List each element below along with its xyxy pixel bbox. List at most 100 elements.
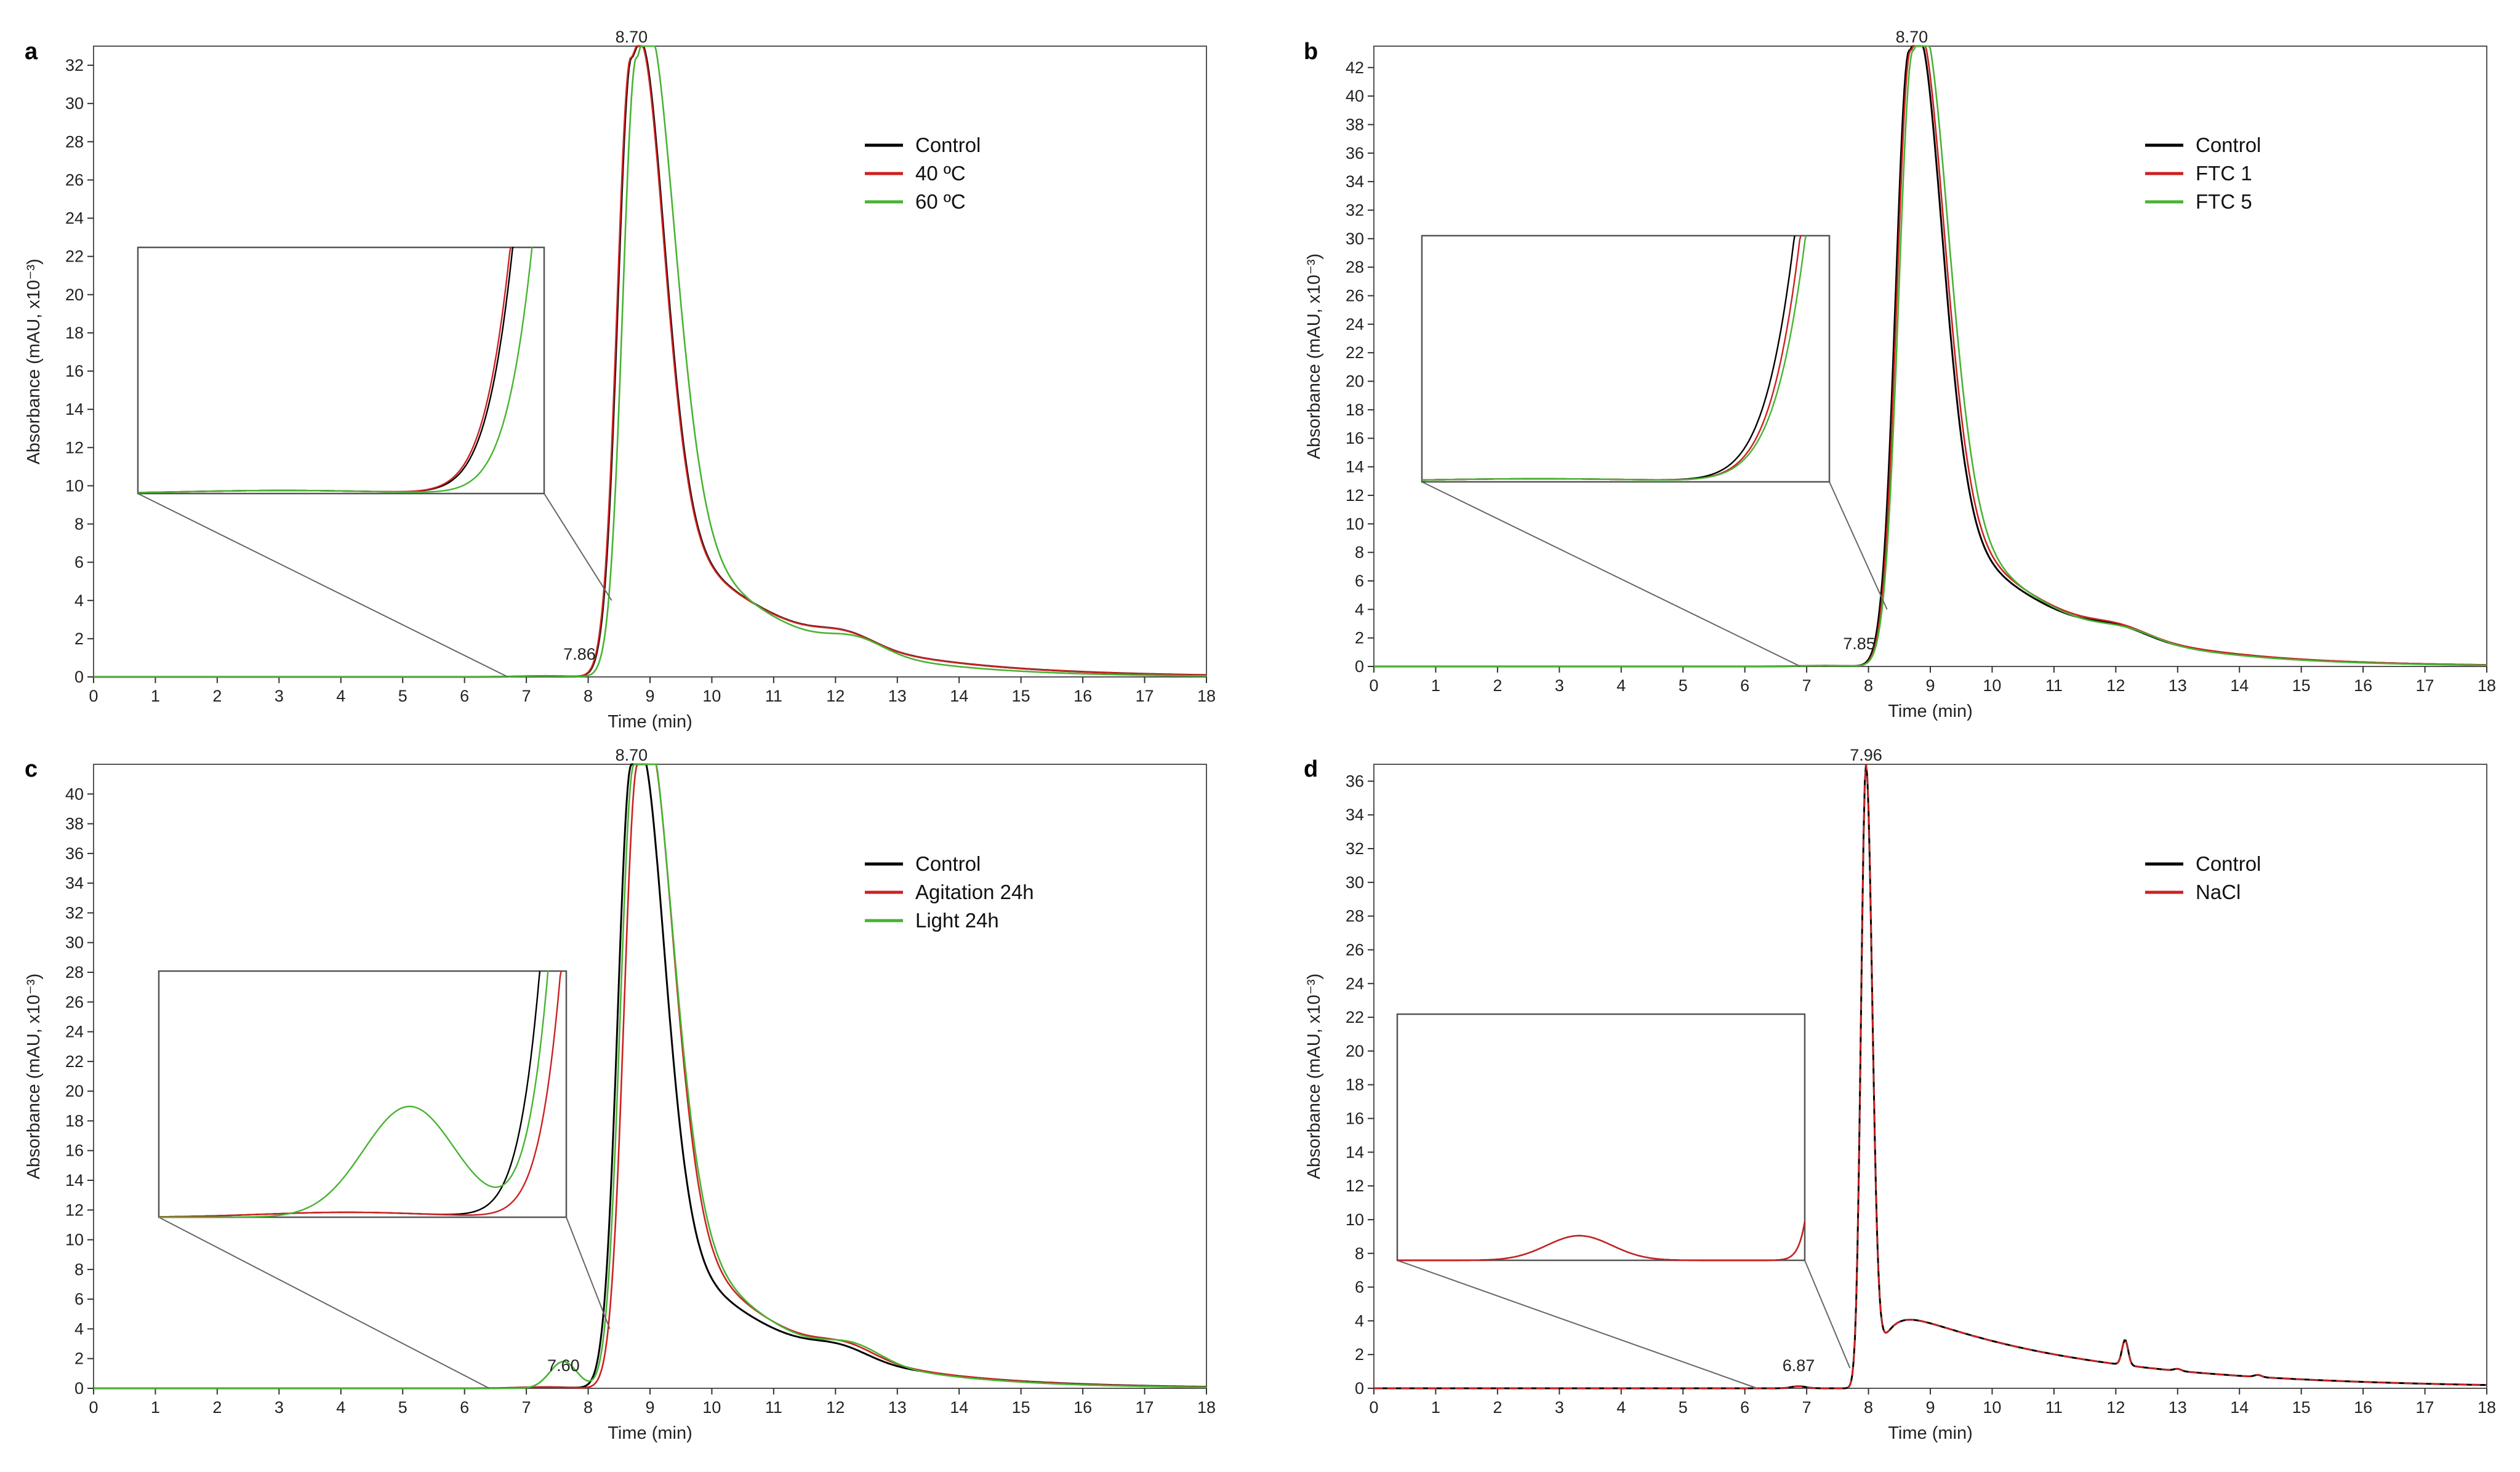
y-tick-label: 26 <box>1346 940 1364 959</box>
inset-series-line <box>158 970 562 1218</box>
y-tick-label: 38 <box>1346 115 1364 134</box>
x-axis-label: Time (min) <box>608 712 692 732</box>
x-tick-label: 8 <box>1864 676 1873 695</box>
x-tick-label: 3 <box>275 1398 284 1417</box>
panel-letter: c <box>25 756 38 782</box>
y-tick-label: 32 <box>1346 201 1364 219</box>
x-tick-label: 14 <box>2230 1398 2249 1417</box>
chart-panel-d: d0 1 2 3 4 5 6 7 8 9 10 11 12 13 14 15 16 17 1802468101214… <box>1304 746 2496 1443</box>
x-tick-label: 9 <box>1925 1398 1935 1417</box>
y-tick-label: 4 <box>74 591 84 610</box>
x-tick-label: 6 <box>460 687 469 705</box>
y-tick-label: 20 <box>1346 372 1364 391</box>
y-tick-label: 14 <box>65 1171 84 1190</box>
inset-series-line <box>1421 235 1807 481</box>
x-tick-label: 18 <box>1197 687 1216 705</box>
y-tick-label: 34 <box>1346 806 1364 824</box>
x-tick-label: 17 <box>2416 676 2434 695</box>
x-tick-label: 9 <box>645 1398 654 1417</box>
chart-panel-b: b0 1 2 3 4 5 6 7 8 9 10 11 12 13 14 15 16 17 1802468101214… <box>1304 28 2496 721</box>
y-tick-label: 28 <box>65 132 84 151</box>
legend-label: 60 ºC <box>915 190 966 213</box>
x-tick-label: 3 <box>1555 1398 1564 1417</box>
inset-connector <box>158 1217 490 1389</box>
x-tick-label: 17 <box>2416 1398 2434 1417</box>
x-tick-label: 14 <box>950 1398 968 1417</box>
minor-peak-label: 6.87 <box>1783 1356 1815 1375</box>
y-tick-label: 30 <box>1346 230 1364 248</box>
legend-label: Control <box>2196 134 2261 156</box>
legend-label: Control <box>2196 852 2261 875</box>
x-tick-label: 5 <box>398 687 407 705</box>
legend-label: Control <box>915 852 981 875</box>
y-tick-label: 20 <box>65 1082 84 1100</box>
y-tick-label: 24 <box>65 209 84 228</box>
y-tick-label: 2 <box>74 630 84 648</box>
y-tick-label: 6 <box>74 1290 84 1308</box>
x-tick-label: 13 <box>2169 676 2187 695</box>
peak-label: 8.70 <box>1896 28 1928 46</box>
x-tick-label: 7 <box>1802 676 1812 695</box>
y-tick-label: 22 <box>1346 343 1364 362</box>
series-line-ftc-5 <box>1374 45 2487 668</box>
peak-label: 7.96 <box>1850 746 1882 764</box>
x-tick-label: 14 <box>2230 676 2249 695</box>
x-tick-label: 0 <box>89 687 98 705</box>
x-tick-label: 4 <box>336 687 345 705</box>
x-tick-label: 11 <box>2045 1398 2063 1417</box>
x-tick-label: 15 <box>2292 1398 2311 1417</box>
y-tick-label: 14 <box>65 400 84 418</box>
inset-frame <box>158 970 568 1218</box>
inset-series-line <box>159 970 550 1218</box>
x-tick-label: 11 <box>765 687 782 705</box>
inset-series-line <box>138 247 534 494</box>
inset-frame <box>1396 1013 1806 1262</box>
inset-connector <box>1397 1260 1758 1389</box>
x-tick-label: 2 <box>212 1398 222 1417</box>
y-tick-label: 14 <box>1346 1143 1364 1161</box>
x-tick-label: 4 <box>336 1398 345 1417</box>
inset-connector <box>566 1217 611 1329</box>
y-tick-label: 42 <box>1346 58 1364 77</box>
y-tick-label: 40 <box>1346 87 1364 105</box>
y-tick-label: 28 <box>1346 258 1364 276</box>
y-tick-label: 16 <box>1346 1110 1364 1128</box>
x-tick-label: 13 <box>888 687 907 705</box>
chart-panel-a: a0 1 2 3 4 5 6 7 8 9 10 11 12 13 14 15 16 17 1802468101214… <box>24 28 1216 732</box>
x-tick-label: 6 <box>460 1398 469 1417</box>
y-tick-label: 36 <box>1346 772 1364 790</box>
y-tick-label: 30 <box>65 934 84 952</box>
x-tick-label: 6 <box>1740 1398 1749 1417</box>
x-tick-label: 18 <box>2478 676 2496 695</box>
y-tick-label: 38 <box>65 815 84 833</box>
y-tick-label: 30 <box>1346 873 1364 892</box>
x-axis-label: Time (min) <box>608 1423 692 1443</box>
panel-letter: a <box>25 39 38 65</box>
y-tick-label: 18 <box>1346 1076 1364 1094</box>
x-tick-label: 16 <box>2354 1398 2372 1417</box>
x-tick-label: 1 <box>1431 676 1440 695</box>
x-tick-label: 5 <box>1679 1398 1688 1417</box>
x-tick-label: 1 <box>1431 1398 1440 1417</box>
y-tick-label: 16 <box>65 362 84 380</box>
x-tick-label: 6 <box>1740 676 1749 695</box>
panel-letter: d <box>1304 756 1318 782</box>
inset-connector <box>1829 481 1888 610</box>
x-tick-label: 1 <box>151 1398 160 1417</box>
inset-frame <box>1421 234 1831 483</box>
legend-label: Control <box>915 134 981 156</box>
y-axis-label: Absorbance (mAU, x10⁻³) <box>24 974 44 1179</box>
y-tick-label: 40 <box>65 785 84 803</box>
legend-label: NaCl <box>2196 881 2241 903</box>
y-tick-label: 18 <box>65 324 84 342</box>
x-tick-label: 10 <box>1983 676 2001 695</box>
x-tick-label: 15 <box>1012 1398 1030 1417</box>
x-axis-label: Time (min) <box>1888 702 1972 721</box>
y-tick-label: 4 <box>1355 1311 1364 1330</box>
y-tick-label: 24 <box>1346 974 1364 993</box>
y-tick-label: 28 <box>1346 907 1364 926</box>
x-tick-label: 15 <box>2292 676 2311 695</box>
x-tick-label: 5 <box>398 1398 407 1417</box>
y-tick-label: 6 <box>1355 572 1364 590</box>
